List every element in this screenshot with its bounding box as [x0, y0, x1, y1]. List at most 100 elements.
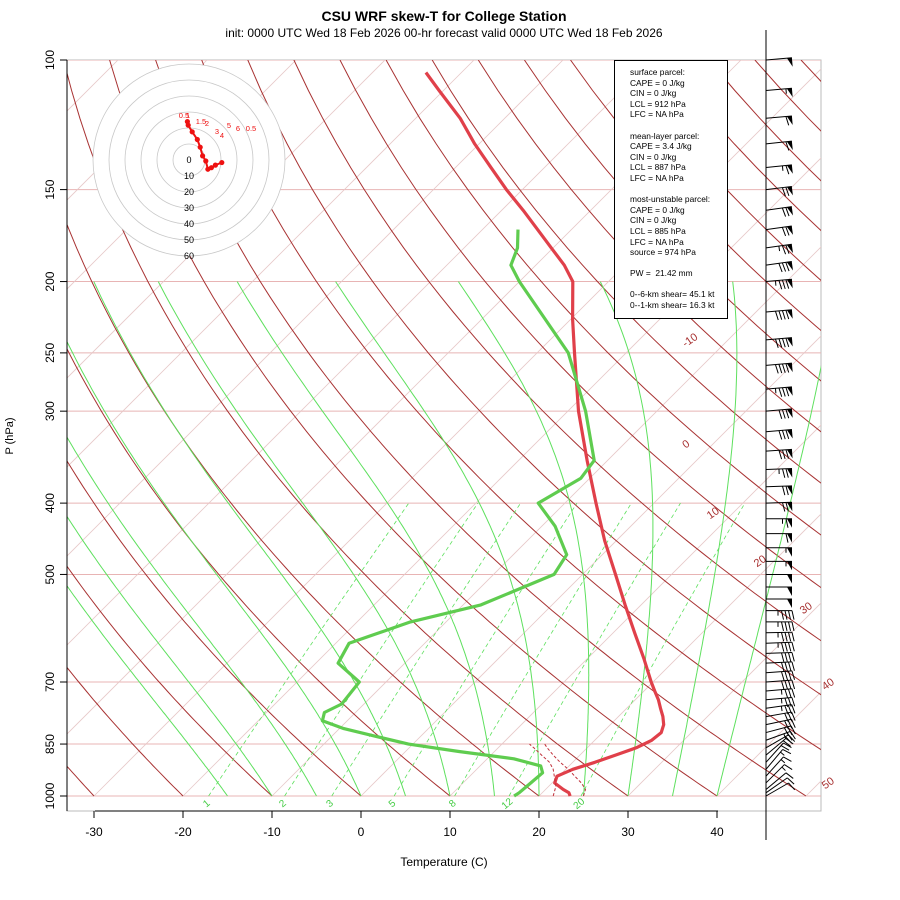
wind-barb-full — [791, 697, 796, 707]
mixed-parcel-trace — [529, 743, 557, 797]
wind-barb-flag — [787, 586, 792, 596]
wind-barb-full — [785, 502, 789, 512]
wind-barb-flag — [786, 244, 793, 254]
x-tick-label: 0 — [358, 825, 365, 839]
wind-barb-full — [781, 621, 784, 631]
dry-adiabat — [67, 460, 362, 797]
wind-barb-full — [788, 632, 792, 642]
wind-barb-full — [785, 387, 790, 397]
wind-barb — [766, 573, 792, 584]
wind-barb — [765, 468, 793, 478]
wind-barb — [765, 386, 793, 397]
wind-barb-full — [785, 363, 790, 373]
wind-barb-full — [778, 310, 783, 320]
wind-barb-full — [778, 364, 783, 374]
wind-barb-full — [782, 486, 786, 496]
wind-barb-full — [791, 642, 795, 652]
wind-barb-shaft — [765, 206, 792, 211]
wind-barb-full — [788, 652, 792, 662]
wind-barb — [765, 631, 795, 642]
wind-barb-full — [784, 662, 788, 672]
wind-barb-full — [784, 652, 788, 662]
wind-barb-flag — [786, 485, 793, 495]
wind-barb-full — [781, 245, 787, 255]
wind-barb-full — [785, 429, 790, 439]
mixing-ratio-label: 1 — [201, 798, 213, 810]
wind-barb-full — [781, 387, 786, 397]
wind-barb — [765, 679, 796, 690]
mixing-ratio-label: 2 — [277, 798, 289, 810]
wind-barb-full — [774, 338, 779, 348]
wind-barb-full — [782, 502, 786, 512]
y-tick-label: 250 — [43, 343, 57, 363]
wind-barb-full — [778, 450, 783, 460]
moist-adiabat — [672, 281, 738, 797]
hodograph-ring-label: 20 — [184, 187, 194, 197]
mixing-ratio-label: 20 — [572, 796, 588, 812]
parcel-legend: surface parcel: CAPE = 0 J/kg CIN = 0 J/… — [614, 60, 728, 319]
dry-adiabat — [201, 60, 821, 751]
wind-barb — [765, 772, 794, 790]
dry-adiabat — [339, 60, 821, 589]
wind-barb — [765, 688, 796, 699]
wind-barb — [765, 261, 793, 273]
wind-barb-shaft — [765, 730, 791, 741]
mixing-ratio-label: 5 — [387, 798, 399, 810]
wind-barb-full — [781, 610, 784, 620]
mixing-ratio-line — [208, 502, 410, 797]
legend-shear-1km: 0--1-km shear= 16.3 kt — [630, 300, 715, 311]
dry-adiabat — [155, 60, 807, 797]
wind-barb-flag — [786, 88, 793, 98]
wind-barb-full — [784, 621, 788, 631]
wind-barb-full — [774, 364, 779, 374]
x-tick-label: -10 — [263, 825, 281, 839]
wind-barb-full — [784, 705, 789, 715]
wind-barb-half — [780, 759, 786, 764]
hodograph-point — [197, 144, 203, 150]
wind-barb-full — [778, 387, 783, 397]
legend-mixed-cape: CAPE = 3.4 J/kg — [630, 141, 692, 152]
wind-barb-full — [785, 736, 793, 744]
isotherm-line — [67, 60, 475, 468]
wind-barb-flag — [786, 429, 793, 439]
hodograph-point — [208, 165, 214, 171]
wind-barb — [765, 777, 795, 794]
hodograph-point-label: 6 — [236, 124, 240, 133]
isotherm-label: 40 — [820, 676, 837, 693]
mixing-ratio-line — [331, 502, 521, 797]
wind-barb — [765, 115, 793, 126]
wind-barb-full — [785, 533, 789, 543]
wind-barb-flag — [786, 225, 793, 235]
wind-barb-shaft — [765, 651, 793, 654]
wind-barb-flag — [786, 408, 793, 418]
wind-barb-full — [785, 141, 790, 151]
wind-barb — [765, 748, 792, 770]
wind-barbs — [765, 57, 796, 797]
wind-barb-shaft — [765, 756, 784, 777]
legend-mixed-lcl: LCL = 887 hPa — [630, 162, 686, 173]
wind-barb-flag — [787, 533, 792, 543]
legend-mu-source: source = 974 hPa — [630, 247, 696, 258]
isotherm-line — [627, 602, 821, 797]
wind-barb-full — [781, 409, 786, 419]
chart-title: CSU WRF skew-T for College Station — [321, 8, 566, 24]
wind-barb-flag — [786, 186, 793, 196]
wind-barb-full — [778, 338, 783, 348]
wind-barb-flag — [786, 309, 793, 319]
dry-adiabat — [67, 565, 273, 797]
wind-barb-flag — [786, 337, 793, 347]
wind-barb-full — [778, 280, 783, 290]
wind-barb — [766, 518, 792, 528]
wind-barb-full — [785, 518, 789, 528]
wind-barb-full — [785, 485, 789, 496]
wind-barb-shaft — [765, 749, 784, 770]
dry-adiabat — [431, 60, 821, 484]
moist-adiabat — [716, 364, 821, 797]
legend-mu-cape: CAPE = 0 J/kg — [630, 204, 685, 215]
wind-barb-shaft — [765, 115, 792, 119]
wind-barb-full — [782, 740, 791, 747]
legend-pw: PW = 21.42 mm — [630, 268, 693, 279]
legend-mu-lcl: LCL = 885 hPa — [630, 225, 686, 236]
wind-barb-full — [785, 226, 790, 236]
